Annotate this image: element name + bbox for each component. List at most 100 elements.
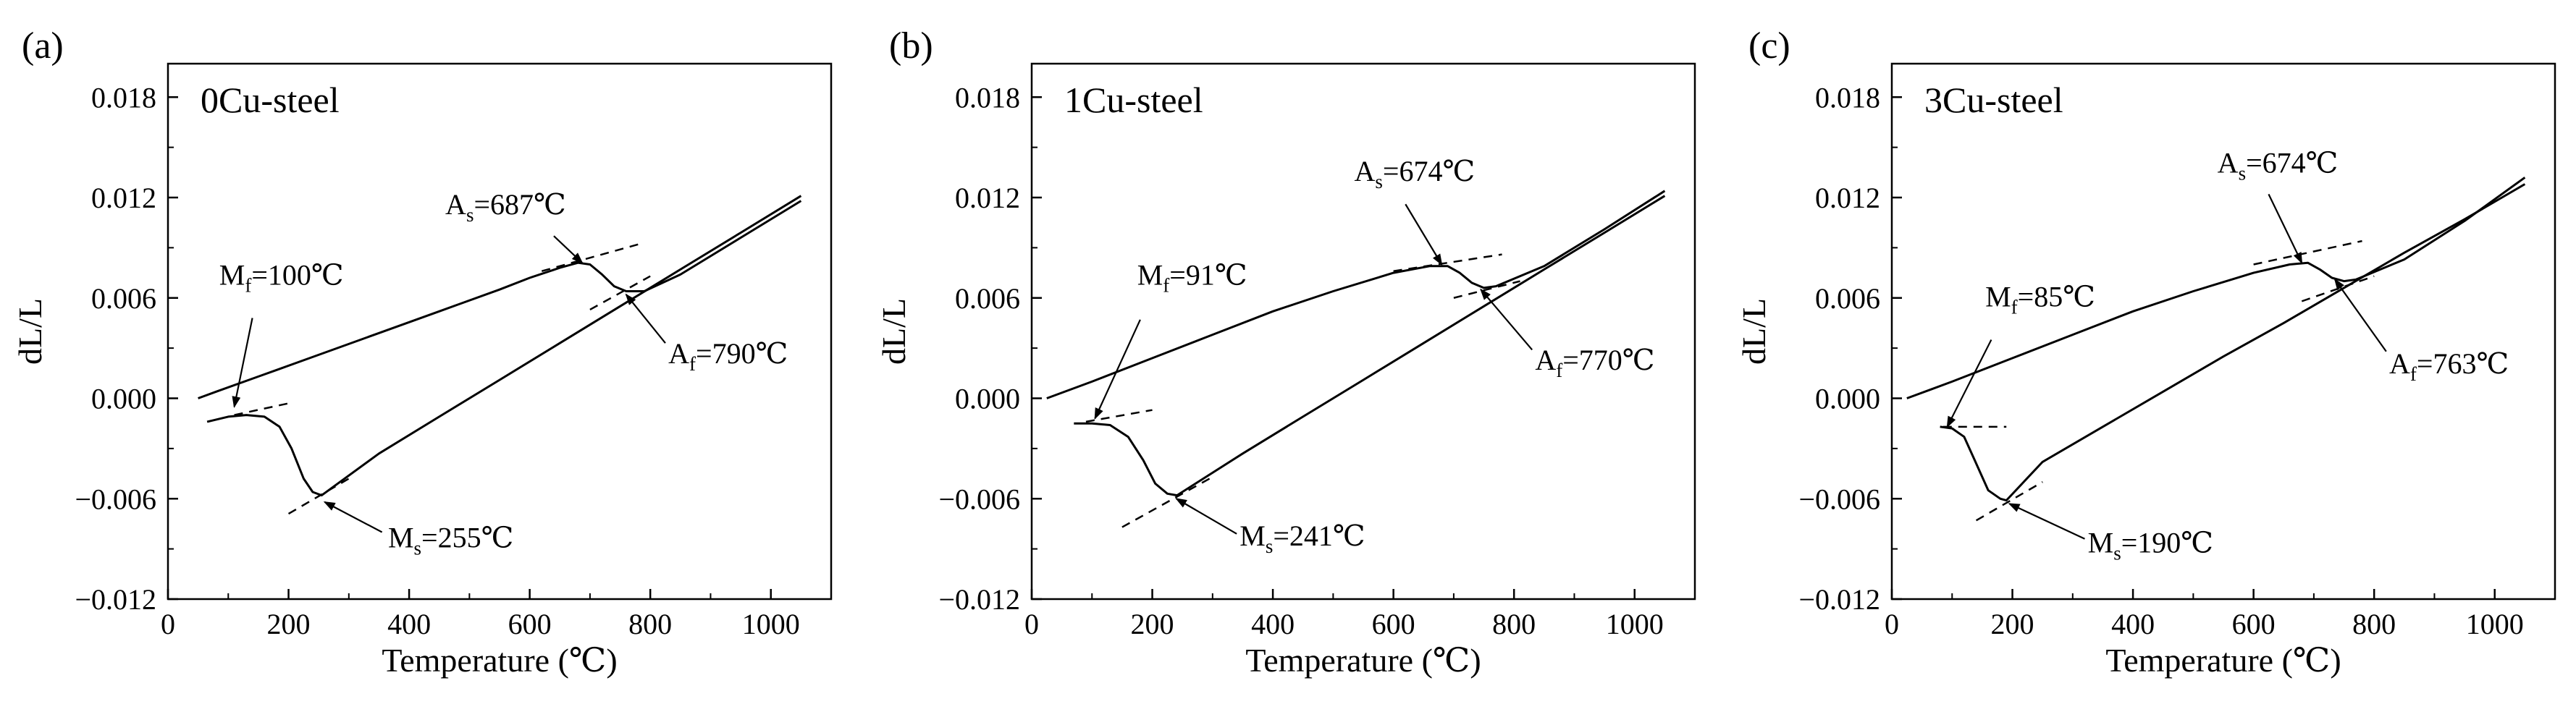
x-tick-label: 400: [387, 608, 431, 640]
annotation-subscript: f: [1556, 360, 1562, 381]
x-tick-label: 600: [2232, 608, 2276, 640]
plot-frame: [1890, 62, 2556, 601]
y-tick-label: 0.006: [955, 282, 1020, 315]
y-tick-label: 0.018: [91, 81, 156, 114]
annotation-symbol: A: [2218, 146, 2239, 179]
x-tick-label: 200: [1131, 608, 1174, 640]
y-tick-label: 0.018: [1815, 81, 1880, 114]
annotation-subscript: f: [1163, 274, 1169, 296]
y-tick-label: −0.006: [1798, 483, 1880, 515]
x-tick-label: 800: [1492, 608, 1536, 640]
annotation-label: Af=790℃: [668, 337, 788, 375]
annotation-arrow: [1480, 288, 1533, 351]
annotation-arrow: [2333, 278, 2387, 352]
tangent-line: [287, 478, 350, 515]
x-tick-label: 800: [628, 608, 672, 640]
annotation-value: =770℃: [1562, 344, 1654, 376]
annotation-value: =85℃: [2018, 280, 2095, 313]
annotation-arrow: [2008, 503, 2085, 540]
tangent-line: [1975, 481, 2043, 522]
annotation-subscript: f: [2410, 363, 2417, 385]
annotation-value: =674℃: [2246, 146, 2338, 179]
annotation-label: As=674℃: [2218, 146, 2339, 184]
y-tick-label: −0.012: [75, 583, 156, 616]
chart-panel-c: 0 200 400 600 800 1000 −0.012 −0.006 0.000 0.006 0…: [1735, 25, 2556, 679]
x-axis-title: Temperature (℃): [1245, 642, 1481, 679]
annotation-symbol: M: [1137, 258, 1163, 291]
y-tick-label: −0.012: [938, 583, 1020, 616]
x-tick-label: 0: [161, 608, 175, 640]
y-tick-label: −0.006: [938, 483, 1020, 515]
annotation-value: =91℃: [1169, 258, 1247, 291]
tangent-line: [234, 402, 289, 416]
annotation-symbol: M: [1239, 519, 1266, 552]
annotation-value: =687℃: [473, 188, 565, 221]
annotation-label: Mf=85℃: [1985, 280, 2095, 318]
annotation-symbol: M: [1985, 280, 2011, 313]
y-tick-label: 0.006: [1815, 282, 1880, 315]
annotation-subscript: s: [2113, 542, 2121, 564]
x-tick-label: 400: [2111, 608, 2155, 640]
x-tick-label: 800: [2352, 608, 2396, 640]
y-axis-title: dL/L: [12, 298, 49, 365]
y-tick-label: 0.012: [955, 182, 1020, 214]
annotation-arrow: [553, 235, 584, 264]
x-tick-label: 200: [267, 608, 311, 640]
tangent-line: [589, 275, 651, 311]
tangent-line: [1121, 476, 1213, 528]
annotation-arrow: [1946, 339, 1992, 428]
annotation-arrow: [1175, 498, 1237, 535]
annotation-symbol: A: [2389, 347, 2410, 380]
panel-letter: (a): [22, 25, 64, 67]
annotation-subscript: f: [245, 274, 251, 296]
y-tick-label: 0.000: [1815, 383, 1880, 415]
annotation-value: =255℃: [421, 521, 513, 554]
annotation-value: =190℃: [2121, 526, 2213, 559]
annotation-label: Ms=255℃: [388, 521, 513, 559]
y-tick-label: −0.012: [1798, 583, 1880, 616]
y-tick-label: −0.006: [75, 483, 156, 515]
y-tick-label: 0.018: [955, 81, 1020, 114]
annotation-label: Mf=91℃: [1137, 258, 1247, 296]
x-tick-label: 600: [508, 608, 552, 640]
x-tick-label: 1000: [742, 608, 800, 640]
y-tick-label: 0.000: [91, 383, 156, 415]
series-line-heating: [1046, 190, 1666, 399]
series-line-cooling: [1940, 183, 2526, 502]
chart-panel-b: 0 200 400 600 800 1000 −0.012 −0.006 0.000 0.006 0…: [875, 25, 1696, 679]
annotation-value: =790℃: [696, 337, 788, 370]
y-tick-label: 0.000: [955, 383, 1020, 415]
annotation-arrow: [232, 318, 253, 409]
annotation-subscript: s: [466, 204, 474, 226]
annotation-symbol: A: [1355, 155, 1376, 187]
steel-label: 1Cu-steel: [1064, 80, 1203, 120]
annotation-symbol: A: [668, 337, 689, 370]
x-axis-title: Temperature (℃): [382, 642, 617, 679]
tangent-line: [1085, 409, 1153, 423]
annotation-subscript: s: [1375, 171, 1383, 192]
annotation-symbol: A: [1535, 344, 1556, 376]
series-line-cooling: [1074, 195, 1666, 497]
tangent-line: [541, 243, 639, 272]
y-tick-label: 0.012: [1815, 182, 1880, 214]
panel-letter: (c): [1748, 25, 1790, 67]
panel-letter: (b): [889, 25, 933, 67]
annotation-arrow: [323, 501, 383, 533]
annotation-label: Ms=241℃: [1239, 519, 1365, 557]
x-tick-label: 400: [1251, 608, 1295, 640]
annotation-value: =100℃: [251, 258, 343, 291]
tangent-line: [1393, 253, 1502, 272]
plot-frame: [1030, 62, 1696, 601]
annotation-label: As=674℃: [1355, 155, 1476, 192]
x-tick-label: 1000: [1606, 608, 1664, 640]
annotation-arrow: [2268, 193, 2303, 264]
annotation-symbol: A: [445, 188, 466, 221]
steel-label: 0Cu-steel: [201, 80, 340, 120]
annotation-symbol: M: [388, 521, 414, 554]
tangent-line: [2253, 239, 2362, 266]
chart-panel-a: 0 200 400 600 800 1000 −0.012 −0.006 0.000 0.006 0…: [12, 25, 833, 679]
annotation-label: As=687℃: [445, 188, 566, 226]
annotation-symbol: M: [2088, 526, 2114, 559]
annotation-arrow: [1405, 203, 1443, 266]
annotation-value: =241℃: [1273, 519, 1365, 552]
